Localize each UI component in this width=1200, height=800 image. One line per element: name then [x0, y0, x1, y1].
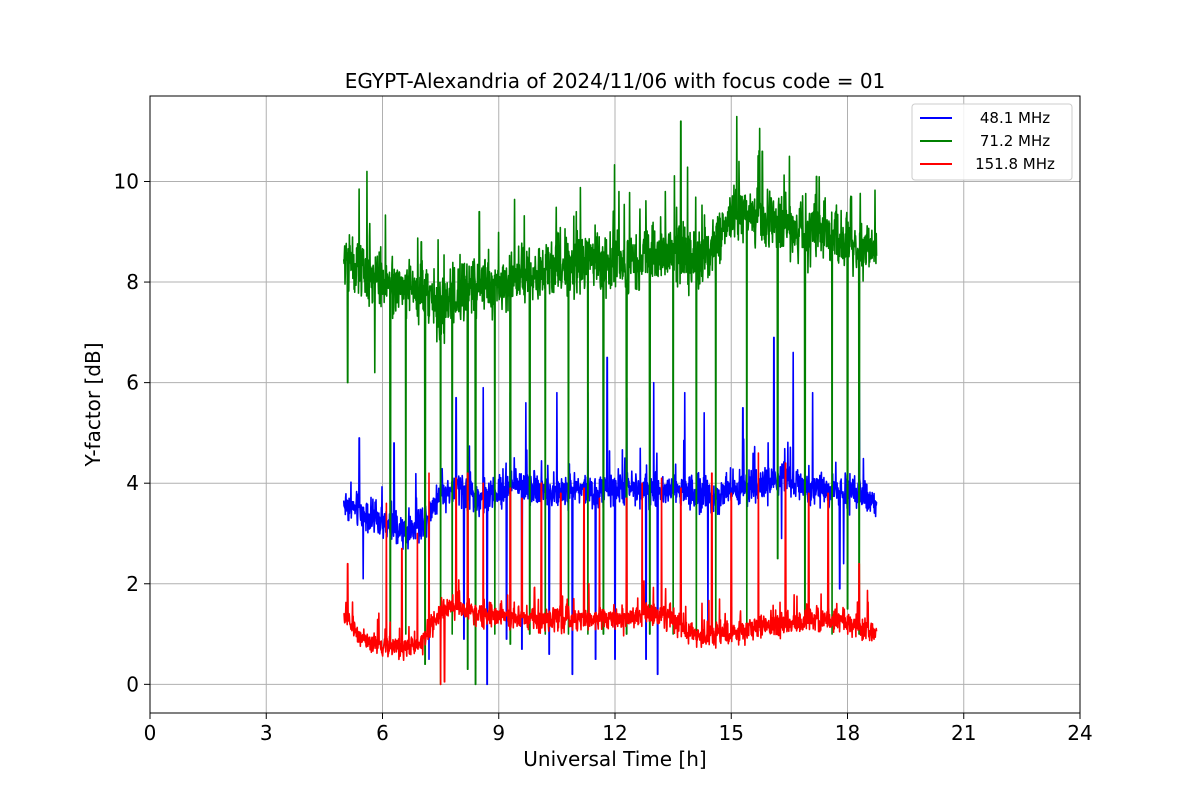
y-tick-label: 6 — [126, 371, 139, 395]
series-line-2 — [342, 115, 878, 686]
x-tick-label: 15 — [719, 721, 744, 745]
x-tick-label: 3 — [260, 721, 273, 745]
y-tick-label: 2 — [126, 572, 139, 596]
y-tick-label: 10 — [114, 169, 139, 193]
series-line-1 — [342, 336, 878, 686]
legend-label-1: 48.1 MHz — [980, 109, 1050, 127]
x-axis-ticks: 0 3 6 9 12 15 18 21 24 — [144, 713, 1093, 745]
x-tick-label: 18 — [835, 721, 860, 745]
legend-label-2: 71.2 MHz — [980, 132, 1050, 150]
x-tick-label: 12 — [602, 721, 627, 745]
plot-area — [342, 115, 878, 686]
x-tick-label: 24 — [1067, 721, 1092, 745]
chart-title: EGYPT-Alexandria of 2024/11/06 with focu… — [345, 69, 886, 93]
y-axis-label: Y-factor [dB] — [81, 342, 105, 467]
y-tick-label: 8 — [126, 270, 139, 294]
y-tick-label: 4 — [126, 471, 139, 495]
x-tick-label: 9 — [492, 721, 505, 745]
series-line-3 — [343, 452, 878, 686]
x-tick-label: 21 — [951, 721, 976, 745]
x-tick-label: 6 — [376, 721, 389, 745]
legend: 48.1 MHz 71.2 MHz 151.8 MHz — [911, 103, 1073, 181]
y-axis-ticks: 0 2 4 6 8 10 — [114, 169, 150, 696]
x-axis-label: Universal Time [h] — [523, 747, 706, 771]
x-tick-label: 0 — [144, 721, 157, 745]
legend-box — [911, 103, 1073, 181]
legend-label-3: 151.8 MHz — [975, 155, 1055, 173]
y-tick-label: 0 — [126, 672, 139, 696]
